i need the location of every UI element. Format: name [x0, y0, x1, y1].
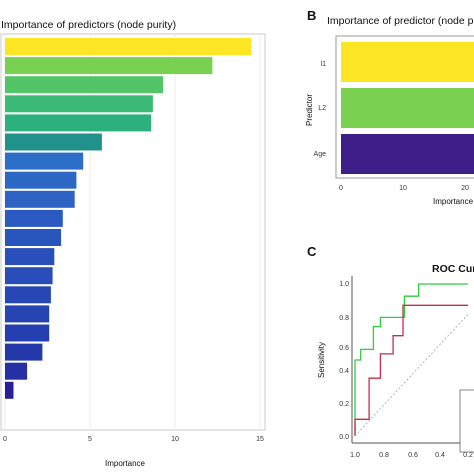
panel-a-x-axis-title: Importance	[105, 459, 146, 468]
panel-b-bar	[341, 42, 474, 82]
panel-c-ytick: 0.6	[339, 345, 349, 352]
panel-a-bar	[5, 229, 62, 246]
panel-b-ytick: L2	[318, 105, 326, 112]
panel-a-xtick: 10	[171, 436, 179, 443]
panel-a-bar	[5, 362, 28, 380]
panel-a-bars	[5, 38, 252, 399]
panel-c-ytick: 0.8	[339, 315, 349, 322]
panel-b-y-axis-title: Predictor	[305, 94, 314, 126]
panel-c-ytick: 0.0	[339, 434, 349, 441]
panel-b-xtick: 10	[399, 185, 407, 192]
panel-a-title: Importance of predictors (node purity)	[1, 19, 176, 31]
panel-b-predictor-chart: B Importance of predictor (node purity) …	[305, 8, 474, 206]
panel-b-xtick: 20	[461, 185, 469, 192]
panel-a-bar	[5, 286, 51, 304]
panel-b-bar	[341, 134, 474, 174]
panel-a-bar	[5, 267, 53, 285]
panel-c-xtick: 0.2	[463, 452, 473, 459]
panel-c-xtick: 0.6	[408, 452, 418, 459]
panel-a-bar	[5, 114, 152, 132]
panel-a-bar	[5, 343, 43, 361]
panel-c-letter: C	[307, 244, 317, 259]
panel-c-ytick: 0.4	[339, 368, 349, 375]
panel-a-xtick: 5	[88, 436, 92, 443]
panel-c-y-axis-title: Sensitivity	[317, 342, 326, 378]
panel-b-letter: B	[307, 8, 316, 23]
panel-a-bar	[5, 133, 102, 151]
panel-c-xtick: 1.0	[350, 452, 360, 459]
panel-a-bar	[5, 305, 50, 323]
panel-a-bar	[5, 152, 84, 170]
panel-a-bar	[5, 190, 75, 208]
panel-b-ytick: Age	[314, 151, 327, 158]
panel-a-x-ticks: 0 5 10 15	[3, 436, 264, 443]
panel-c-title: ROC Curve	[432, 263, 474, 275]
panel-b-bar	[341, 88, 474, 128]
panel-b-xtick: 0	[339, 185, 343, 192]
panel-c-reference-line	[354, 314, 469, 437]
panel-c-roc-curve	[354, 283, 468, 436]
panel-a-xtick: 0	[3, 436, 7, 443]
panel-a-bar	[5, 209, 63, 227]
panel-c-curves	[354, 283, 469, 437]
panel-a-importance-chart: Importance of predictors (node purity) 0…	[0, 19, 266, 468]
panel-c-roc-chart: C ROC Curve 0.0 0.2 0.4 0.6 0.8 1.0 Sens…	[307, 244, 474, 459]
panel-a-bar	[5, 324, 50, 342]
panel-c-ytick: 1.0	[339, 281, 349, 288]
panel-a-bar	[5, 57, 213, 75]
panel-b-x-axis-title: Importance	[433, 197, 474, 206]
panel-a-bar	[5, 248, 55, 266]
panel-c-legend-box	[459, 389, 474, 453]
panel-c-roc-curve	[354, 304, 468, 436]
panel-b-bars	[341, 42, 474, 174]
panel-a-bar	[5, 95, 153, 113]
panel-a-bar	[5, 38, 252, 55]
panel-a-bar	[5, 76, 164, 94]
panel-a-xtick: 15	[256, 436, 264, 443]
panel-a-bar	[5, 381, 14, 399]
panel-a-bar	[5, 171, 77, 189]
panel-c-ytick: 0.2	[339, 401, 349, 408]
panel-c-xtick: 0.4	[435, 452, 445, 459]
panel-b-title: Importance of predictor (node purity)	[327, 15, 474, 27]
panel-b-ytick: l1	[321, 61, 327, 68]
panel-c-xtick: 0.8	[379, 452, 389, 459]
